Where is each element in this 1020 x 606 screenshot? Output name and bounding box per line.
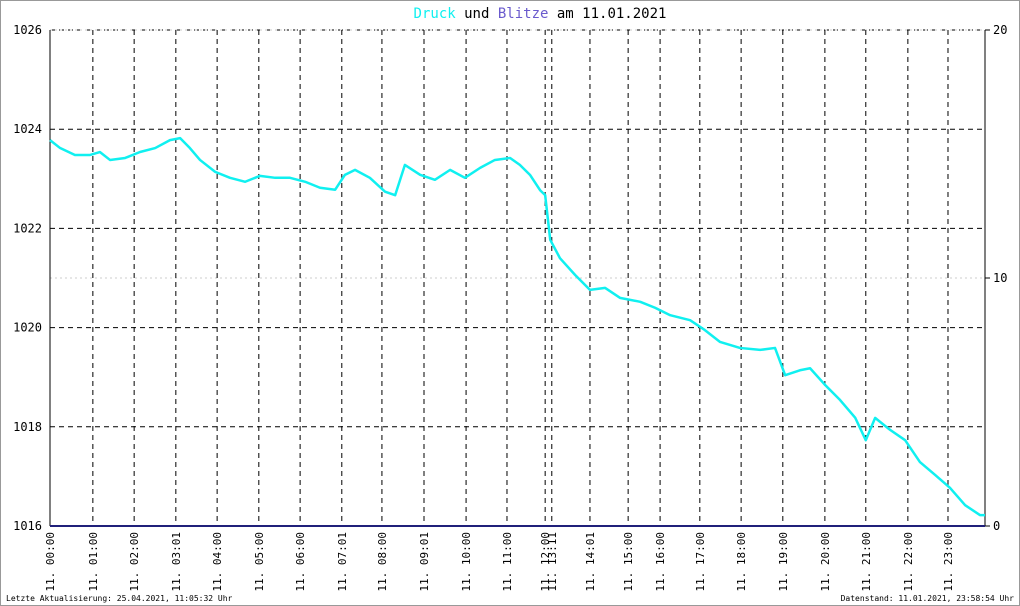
y-tick-label: 1018: [13, 420, 42, 434]
x-tick-label: 11. 05:00: [253, 532, 266, 592]
x-tick-label: 11. 08:00: [376, 532, 389, 592]
x-tick-label: 11. 22:00: [902, 532, 915, 592]
x-tick-label: 11. 18:00: [735, 532, 748, 592]
y2-tick-label: 0: [993, 519, 1000, 533]
x-tick-label: 11. 17:00: [694, 532, 707, 592]
title-suffix: am 11.01.2021: [557, 6, 667, 22]
footer-left: Letzte Aktualisierung: 25.04.2021, 11:05…: [6, 594, 233, 603]
x-tick-label: 11. 13:11: [546, 532, 559, 592]
x-tick-label: 11. 23:00: [942, 532, 955, 592]
x-tick-label: 11. 20:00: [819, 532, 832, 592]
x-tick-label: 11. 06:00: [294, 532, 307, 592]
x-tick-label: 11. 11:00: [501, 532, 514, 592]
title-joiner: und: [464, 6, 489, 22]
x-tick-label: 11. 10:00: [460, 532, 473, 592]
y2-tick-label: 10: [993, 271, 1007, 285]
x-tick-label: 11. 21:00: [860, 532, 873, 592]
x-tick-label: 11. 07:01: [336, 532, 349, 592]
x-tick-label: 11. 16:00: [654, 532, 667, 592]
x-tick-label: 11. 00:00: [44, 532, 57, 592]
x-tick-label: 11. 12:00: [539, 532, 552, 592]
x-tick-label: 11. 15:00: [622, 532, 635, 592]
y-tick-label: 1026: [13, 23, 42, 37]
y-tick-label: 1020: [13, 321, 42, 335]
x-tick-label: 11. 04:00: [211, 532, 224, 592]
x-tick-label: 11. 02:00: [128, 532, 141, 592]
series-line: [49, 136, 985, 517]
x-tick-label: 11. 01:00: [87, 532, 100, 592]
title-series-1: Blitze: [498, 6, 549, 22]
x-tick-label: 11. 09:01: [418, 532, 431, 592]
footer-right: Datenstand: 11.01.2021, 23:58:54 Uhr: [841, 594, 1015, 603]
title-series-0: Druck: [414, 6, 457, 22]
y-tick-label: 1016: [13, 519, 42, 533]
x-tick-label: 11. 19:00: [777, 532, 790, 592]
y2-tick-label: 20: [993, 23, 1007, 37]
chart-title: Druck und Blitze am 11.01.2021: [414, 6, 667, 22]
x-tick-label: 11. 03:01: [170, 532, 183, 592]
y-tick-label: 1022: [13, 221, 42, 235]
x-tick-label: 11. 14:01: [584, 532, 597, 592]
y-tick-label: 1024: [13, 122, 42, 136]
